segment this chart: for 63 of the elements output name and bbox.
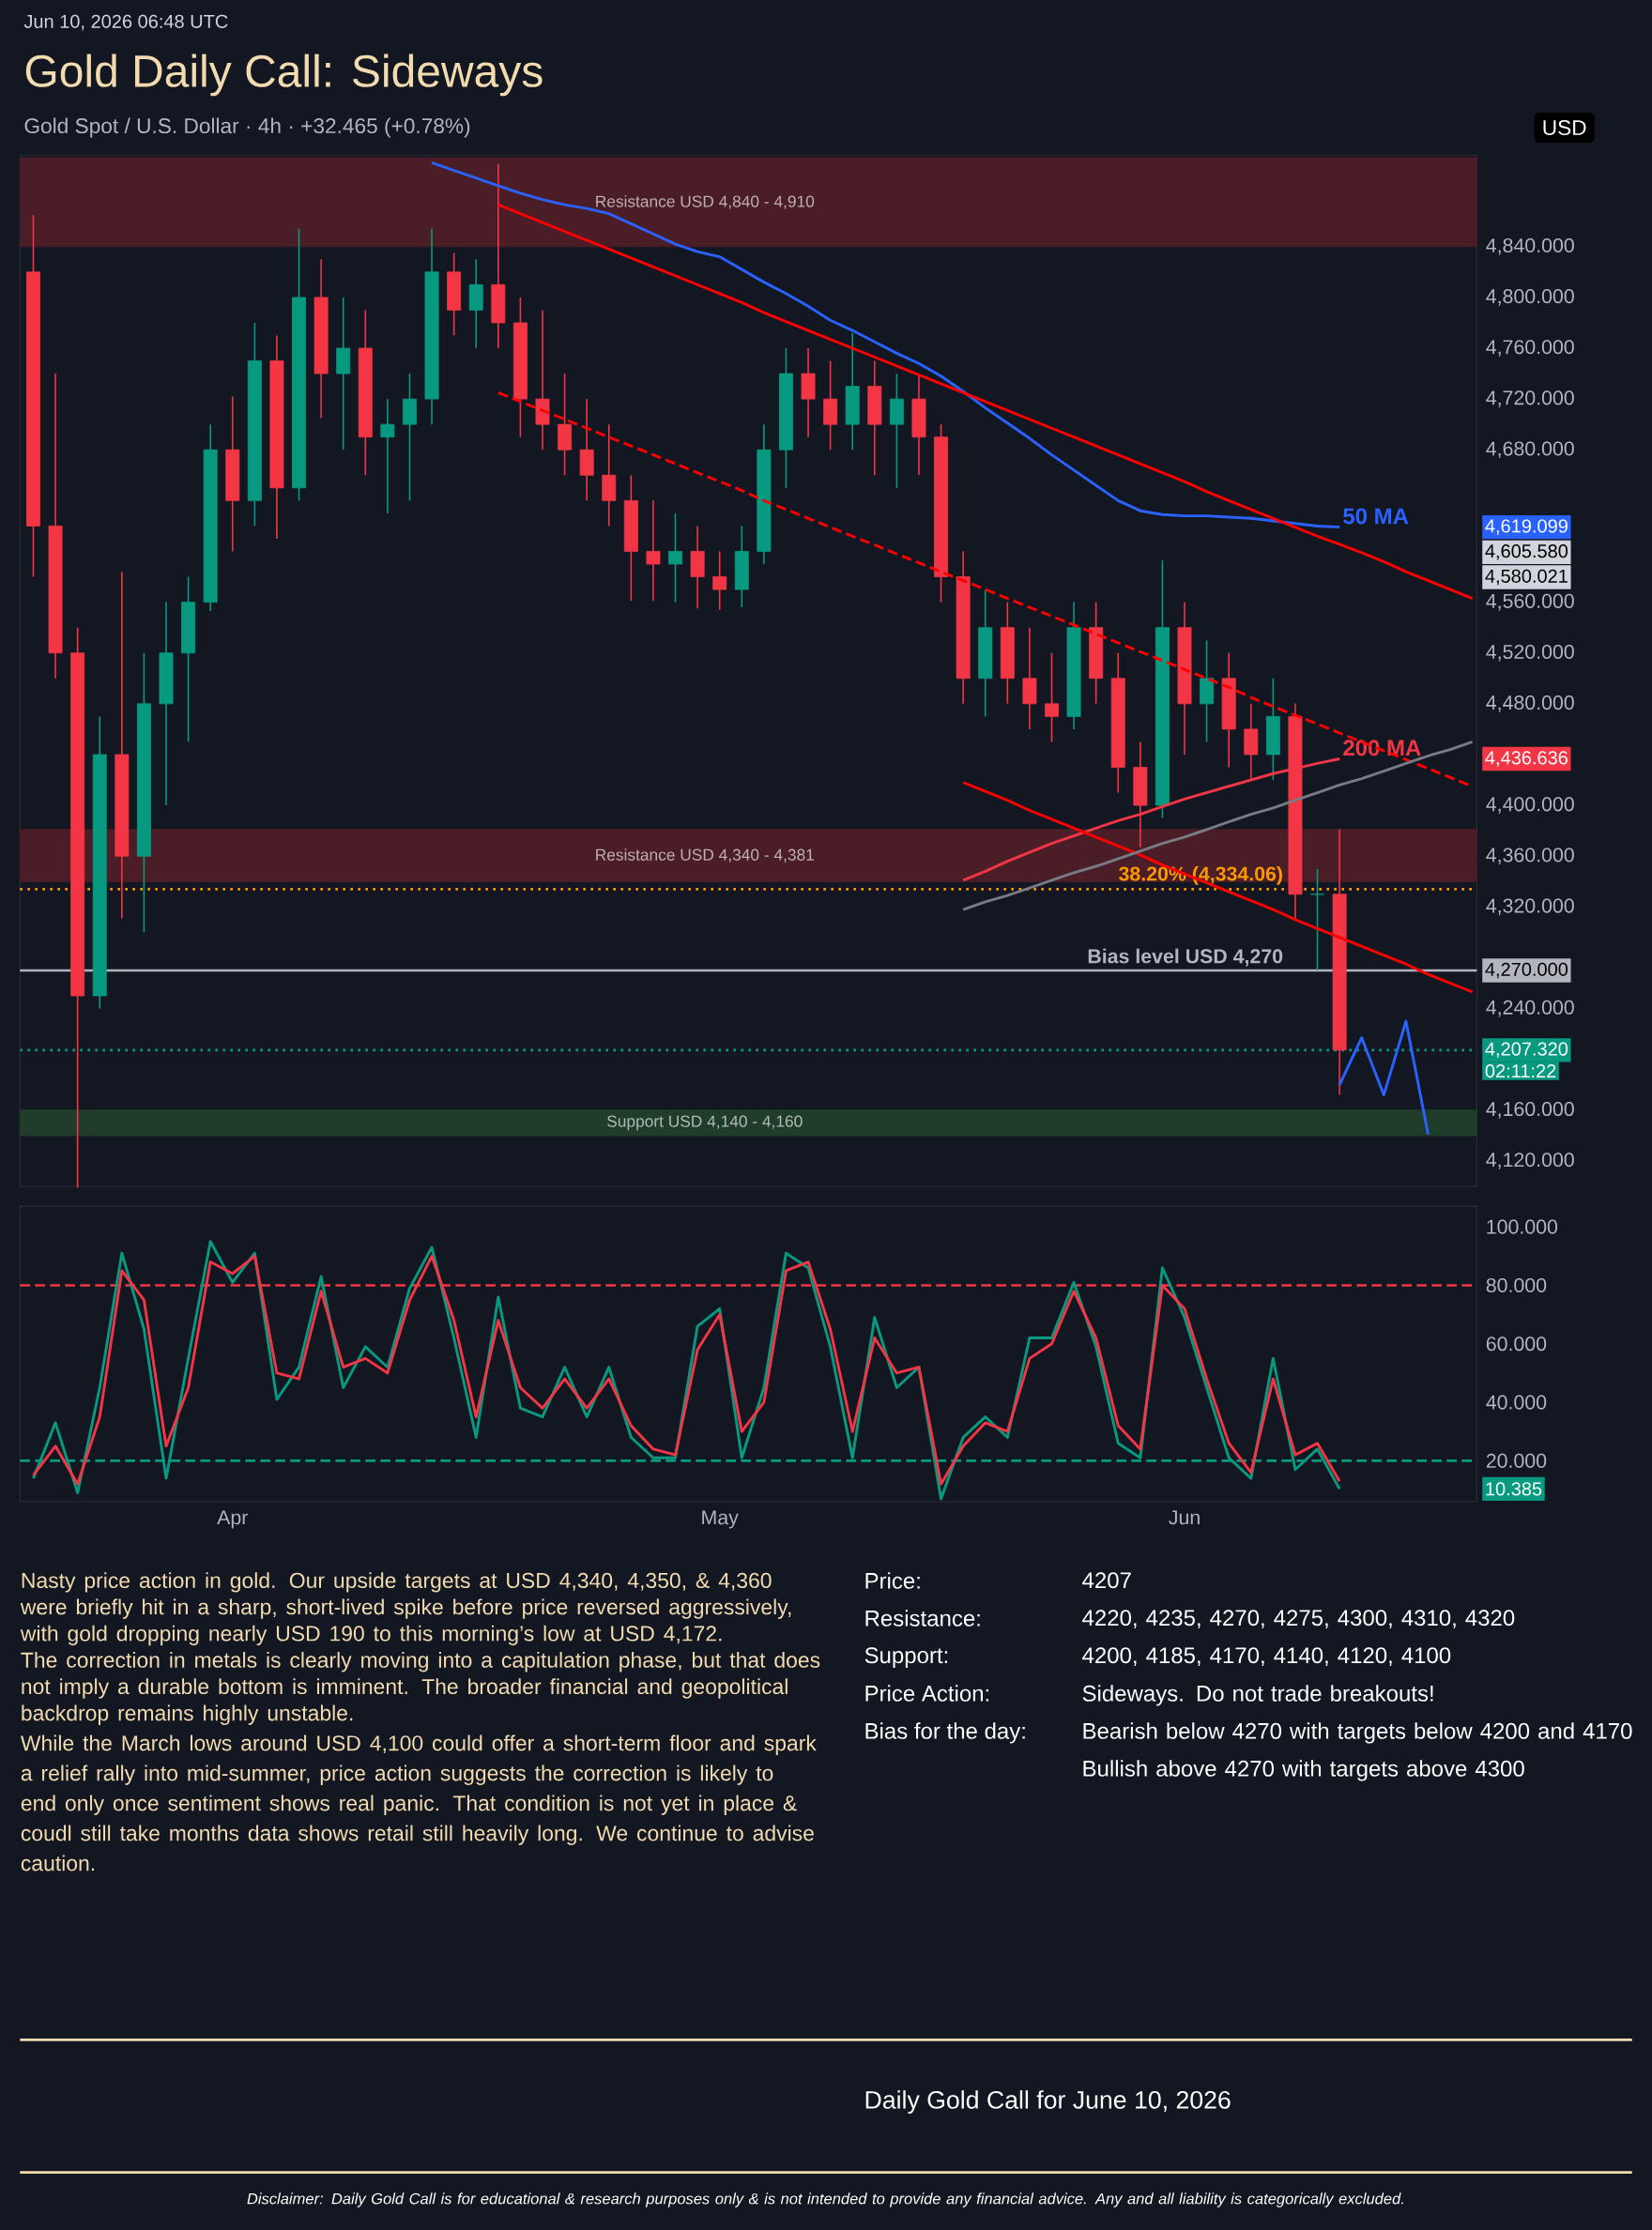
y-axis-title: USD bbox=[1543, 120, 1586, 136]
y-tick-label: 4,520.000 bbox=[1486, 644, 1574, 662]
series-label: 50 MA bbox=[1343, 508, 1409, 525]
y-tick-label: 20.000 bbox=[1486, 1453, 1547, 1468]
y-tick-label: 4,400.000 bbox=[1486, 797, 1574, 814]
text: Daily Gold Call for June 10, 2026 bbox=[865, 2090, 1231, 2115]
y-tick-label: 4,240.000 bbox=[1486, 1000, 1574, 1017]
y-tick-label: 4,840.000 bbox=[1486, 237, 1574, 255]
text: Resistance: bbox=[865, 1610, 980, 1627]
y-tick-label: 80.000 bbox=[1486, 1277, 1547, 1293]
text: 4,619.099 bbox=[1485, 519, 1568, 535]
text: 4220, 4235, 4270, 4275, 4300, 4310, 4320 bbox=[1082, 1610, 1515, 1629]
y-tick-label: 60.000 bbox=[1486, 1336, 1547, 1352]
text: 4,605.580 bbox=[1485, 544, 1568, 560]
y-tick-label: 4,720.000 bbox=[1486, 390, 1574, 407]
candlestick bbox=[646, 499, 661, 603]
y-tick-label: 4,480.000 bbox=[1486, 695, 1574, 712]
text: 10.385 bbox=[1486, 1482, 1542, 1496]
text: Bullish above 4270 with targets above 4300 bbox=[1083, 1760, 1524, 1781]
text: The correction in metals is clearly moving into a capitulation phase, but that does not imply a durable bottom is imminent. The broader financial and geopolitical backdrop remains highly unstable. bbox=[21, 1652, 820, 1725]
candlestick bbox=[668, 512, 682, 603]
text: 4200, 4185, 4170, 4140, 4120, 4100 bbox=[1082, 1647, 1451, 1667]
ref-line-label: Bias level USD 4,270 bbox=[1088, 948, 1283, 967]
text: Bias for the day: bbox=[865, 1722, 1025, 1744]
y-tick-label: 4,360.000 bbox=[1486, 848, 1574, 865]
x-tick-label: Apr bbox=[217, 1510, 248, 1529]
band-label: Resistance USD 4,840 - 4,910 bbox=[596, 195, 815, 209]
y-tick-label: 4,560.000 bbox=[1486, 593, 1574, 611]
candlestick bbox=[1310, 867, 1325, 971]
text: Jun 10, 2026 06:48 UTC bbox=[23, 14, 228, 31]
ref-line-label: 38.20% (4,334.06) bbox=[1119, 865, 1282, 885]
y-tick-label: 4,320.000 bbox=[1486, 898, 1574, 916]
candlestick bbox=[1045, 651, 1059, 743]
text: 02:11:22 bbox=[1485, 1063, 1556, 1078]
y-tick-label: 100.000 bbox=[1487, 1219, 1558, 1234]
band-label: Support USD 4,140 - 4,160 bbox=[607, 1115, 803, 1131]
candlestick bbox=[380, 398, 395, 514]
text: While the March lows around USD 4,100 could offer a short-term floor and spark a relief rally into mid-summer, price action suggests the correction is likely to end only once sentiment shows real panic. That condition is not yet in place & coudl still take months data shows retail still heavily long. We continue to advise caution. bbox=[20, 1734, 817, 1871]
text: Price: bbox=[865, 1572, 920, 1589]
chart-subtitle: Gold Spot / U.S. Dollar · 4h · +32.465 (+0.78%) bbox=[24, 117, 470, 138]
chart-title: Gold Daily Call: Sideways bbox=[25, 53, 543, 97]
y-tick-label: 4,760.000 bbox=[1486, 340, 1574, 357]
candlestick bbox=[712, 550, 727, 611]
y-tick-label: 4,160.000 bbox=[1486, 1102, 1574, 1119]
text: Support: bbox=[864, 1647, 948, 1668]
text: Price Action: bbox=[865, 1685, 989, 1702]
text: Sideways. Do not trade breakouts! bbox=[1082, 1685, 1433, 1706]
band-label: Resistance USD 4,340 - 4,381 bbox=[596, 848, 814, 863]
y-tick-label: 4,680.000 bbox=[1486, 441, 1574, 459]
y-tick-label: 4,800.000 bbox=[1486, 289, 1574, 306]
text: 4,270.000 bbox=[1485, 962, 1568, 979]
text: Disclaimer: Daily Gold Call is for educational & research purposes only & is not intended to provide any financial advice. Any and all liability is categorically excluded. bbox=[247, 2192, 1403, 2207]
text: Bearish below 4270 with targets below 4200 and 4170 bbox=[1083, 1722, 1632, 1744]
y-tick-label: 40.000 bbox=[1486, 1395, 1547, 1410]
text: 4,207.320 bbox=[1485, 1042, 1568, 1059]
text: 4207 bbox=[1082, 1572, 1131, 1589]
text: 4,580.021 bbox=[1485, 569, 1568, 586]
text: Nasty price action in gold. Our upside targets at USD 4,340, 4,350, & 4,360 were briefly hit in a sharp, short-lived spike before price reversed aggressively, with gold dropping nearly USD 190 to this morning’s low at USD 4,172. bbox=[20, 1572, 791, 1646]
x-tick-label: Jun bbox=[1169, 1510, 1200, 1525]
text: 4,436.636 bbox=[1485, 751, 1568, 767]
x-tick-label: May bbox=[702, 1510, 739, 1529]
line-series bbox=[1338, 1019, 1430, 1136]
y-tick-label: 4,120.000 bbox=[1486, 1153, 1574, 1169]
